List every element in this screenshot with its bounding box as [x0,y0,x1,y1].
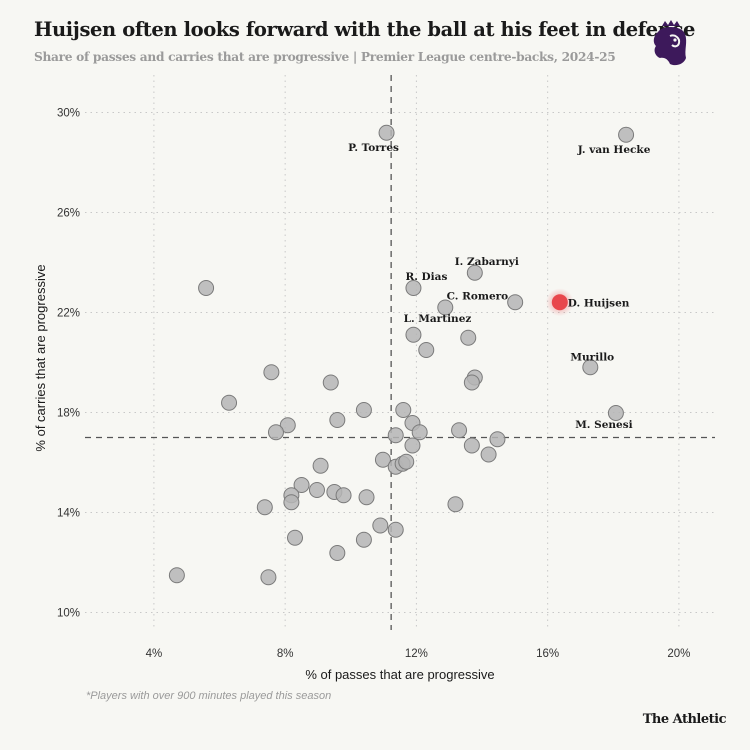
point-labels: P. Torres J. van Hecke I. Zabarnyi R. Dias C… [348,142,651,431]
data-point [312,457,329,474]
data-point [322,374,339,391]
x-tick-label: 4% [146,648,163,660]
data-point [460,329,477,346]
point-label: R. Dias [406,271,448,283]
x-tick-label: 20% [667,648,690,660]
y-tick-label: 30% [57,108,80,120]
x-axis-ticks: 4% 8% 12% 16% 20% [146,648,691,660]
y-tick-label: 10% [57,608,80,620]
data-point [221,394,238,411]
data-point [387,521,404,538]
point-label: J. van Hecke [577,144,651,156]
data-point [387,427,404,444]
grid [85,75,715,630]
y-tick-label: 26% [57,208,80,220]
data-point [358,489,375,506]
point-label: D. Huijsen [568,297,630,309]
data-point [437,299,454,316]
y-axis-label: % of carries that are progressive [33,264,48,451]
y-tick-label: 14% [57,508,80,520]
point-label: C. Romero [447,290,509,302]
x-tick-label: 8% [277,648,294,660]
point-label: I. Zabarnyi [455,256,519,268]
point-label: M. Senesi [575,419,632,431]
data-point [418,342,435,358]
data-point [411,424,428,441]
x-axis-label: % of passes that are progressive [305,667,494,682]
lion-head [653,26,687,66]
data-point [355,402,372,418]
x-tick-label: 12% [405,648,428,660]
data-point [463,374,480,391]
data-point [329,412,346,428]
x-tick-label: 16% [536,648,559,660]
data-point [398,453,415,470]
chart-subtitle: Share of passes and carries that are pro… [34,50,616,64]
data-point [335,487,352,504]
data-point [404,437,421,454]
data-point [263,364,280,381]
data-point [374,451,391,468]
y-tick-label: 22% [57,308,80,320]
footnote: *Players with over 900 minutes played th… [86,690,332,702]
y-axis-ticks: 10% 14% 18% 22% 26% 30% [57,108,80,620]
data-point [447,496,464,513]
data-point [582,359,599,376]
reference-lines [85,75,715,630]
lion-crown [662,20,680,26]
data-point [451,422,468,439]
data-point [607,405,624,421]
premier-league-lion-icon [653,20,687,66]
data-point [329,545,346,561]
data-point [279,417,296,434]
data-point [405,280,422,296]
data-point [489,431,506,448]
data-point [378,124,395,141]
data-point [395,402,412,418]
point-label: L. Martinez [404,313,472,325]
data-point [308,482,325,498]
y-tick-label: 18% [57,408,80,420]
data-point [267,424,284,441]
data-point [372,517,389,534]
data-point-highlight [551,294,568,311]
data-point [405,326,422,343]
data-point [283,494,300,511]
data-point [466,264,483,281]
the-athletic-logo: The Athletic [642,712,727,727]
data-point [293,477,310,493]
data-point [287,529,303,546]
data-point [260,569,277,586]
data-point [168,567,185,584]
point-label: P. Torres [348,142,399,154]
data-point [507,294,524,311]
point-label: Murillo [570,351,614,363]
data-point [480,446,497,463]
chart-title: Huijsen often looks forward with the bal… [34,18,695,41]
data-point [463,437,480,454]
data-point [198,280,215,296]
data-point [355,531,372,548]
data-point [618,126,635,143]
data-points [168,124,635,586]
data-point [256,499,273,516]
